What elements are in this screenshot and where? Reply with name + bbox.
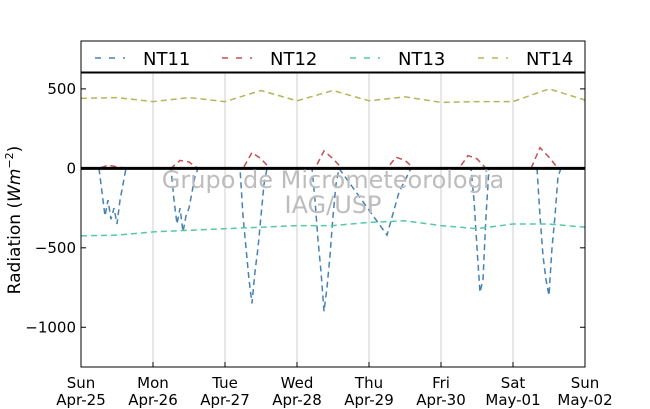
legend-box — [80, 40, 586, 73]
y-tick-label: 0 — [66, 159, 76, 177]
x-tick-label-date: Apr-25 — [56, 391, 106, 409]
x-tick-label-date: May-01 — [485, 391, 540, 409]
series-line-nt14 — [80, 88, 586, 104]
legend: NT11 NT12 NT13 NT14 — [80, 40, 586, 73]
y-axis-label: Radiation (Wm−2) — [3, 146, 25, 295]
x-axis-ticks: SunApr-25MonApr-26TueApr-27WedApr-28ThuA… — [56, 362, 613, 409]
y-axis-label-unit: Wm — [5, 169, 25, 202]
y-axis-ticks: 500 0 −500 −1000 — [25, 80, 585, 336]
x-tick-label-day: Mon — [137, 374, 169, 392]
series-line-nt11 — [98, 166, 562, 312]
legend-label-nt12: NT12 — [270, 49, 317, 70]
x-tick-label-day: Fri — [432, 374, 450, 392]
legend-items: NT11 NT12 NT13 NT14 — [95, 49, 573, 70]
watermark-line-1: Grupo de Micrometeorologia — [162, 166, 504, 194]
y-axis-label-prefix: Radiation ( — [5, 202, 25, 294]
series-line-nt13 — [80, 220, 586, 237]
y-axis-label-exponent: −2 — [3, 152, 16, 168]
legend-label-nt13: NT13 — [398, 49, 445, 70]
y-tick-label: −1000 — [25, 318, 76, 336]
y-tick-label: −500 — [35, 239, 76, 257]
x-tick-label-date: Apr-29 — [344, 391, 394, 409]
x-tick-label-day: Tue — [211, 374, 238, 392]
x-tick-label-day: Thu — [354, 374, 383, 392]
series-layer — [80, 88, 586, 312]
x-tick-label-day: Wed — [281, 374, 314, 392]
y-tick-label: 500 — [47, 80, 76, 98]
y-axis-label-close: ) — [5, 146, 25, 153]
x-tick-label-day: Sun — [571, 374, 600, 392]
series-line-nt12 — [81, 146, 585, 170]
grid-lines — [152, 73, 514, 367]
legend-label-nt11: NT11 — [143, 49, 190, 70]
x-tick-label-date: May-02 — [557, 391, 612, 409]
x-tick-label-date: Apr-26 — [128, 391, 178, 409]
x-tick-label-date: Apr-27 — [200, 391, 250, 409]
watermark: Grupo de Micrometeorologia IAG/USP — [162, 166, 504, 219]
x-tick-label-day: Sat — [501, 374, 526, 392]
x-tick-label-date: Apr-30 — [416, 391, 466, 409]
x-tick-label-date: Apr-28 — [272, 391, 322, 409]
legend-label-nt14: NT14 — [526, 49, 573, 70]
watermark-line-2: IAG/USP — [284, 191, 381, 219]
plot-frame — [80, 72, 586, 368]
x-tick-label-day: Sun — [67, 374, 96, 392]
